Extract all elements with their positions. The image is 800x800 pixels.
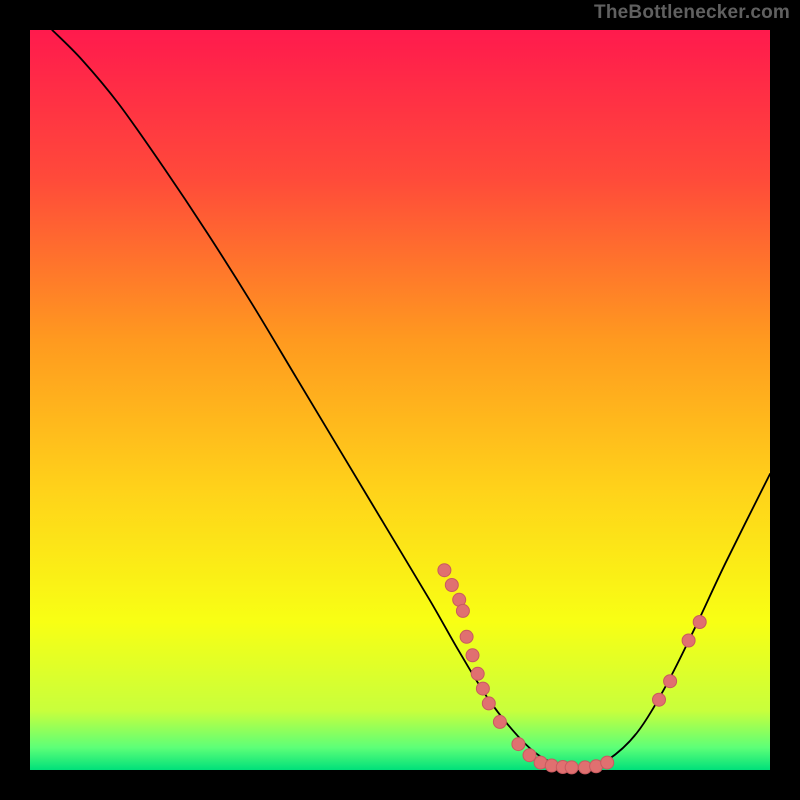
- plot-background: [30, 30, 770, 770]
- scatter-marker: [601, 756, 614, 769]
- scatter-marker: [456, 604, 469, 617]
- scatter-marker: [482, 697, 495, 710]
- watermark-text: TheBottlenecker.com: [594, 2, 790, 24]
- chart-svg: [0, 0, 800, 800]
- scatter-marker: [565, 761, 578, 774]
- scatter-marker: [653, 693, 666, 706]
- scatter-marker: [471, 667, 484, 680]
- scatter-marker: [512, 738, 525, 751]
- scatter-marker: [664, 675, 677, 688]
- scatter-marker: [493, 715, 506, 728]
- chart-stage: TheBottlenecker.com: [0, 0, 800, 800]
- scatter-marker: [523, 749, 536, 762]
- scatter-marker: [476, 682, 489, 695]
- scatter-marker: [466, 649, 479, 662]
- scatter-marker: [445, 579, 458, 592]
- scatter-marker: [682, 634, 695, 647]
- scatter-marker: [438, 564, 451, 577]
- scatter-marker: [460, 630, 473, 643]
- scatter-marker: [693, 616, 706, 629]
